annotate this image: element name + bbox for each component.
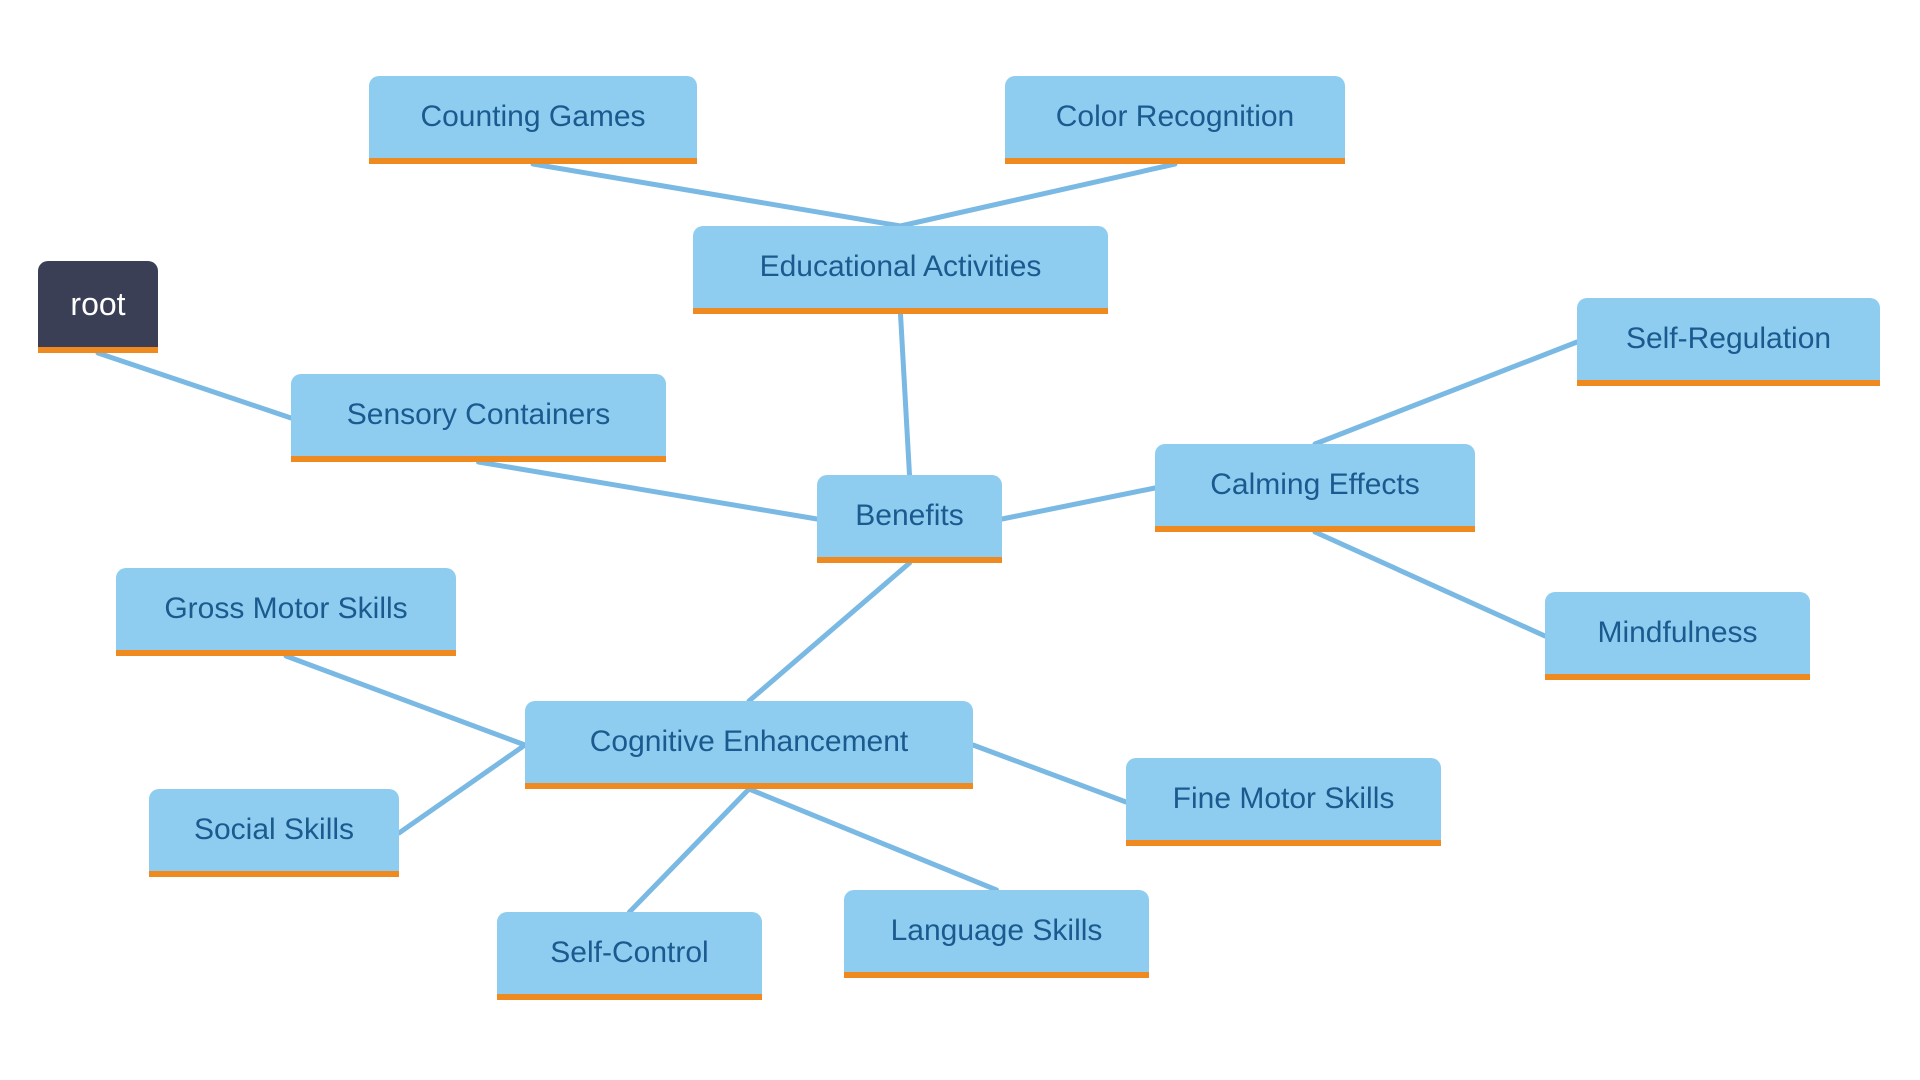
- node-gross: Gross Motor Skills: [116, 568, 456, 656]
- node-calming: Calming Effects: [1155, 444, 1475, 532]
- node-color: Color Recognition: [1005, 76, 1345, 164]
- edge-root-sensory: [98, 353, 291, 418]
- node-label: root: [70, 286, 125, 323]
- node-label: Cognitive Enhancement: [590, 725, 909, 759]
- edge-cog-selfctrl: [630, 789, 750, 912]
- node-label: Language Skills: [891, 914, 1103, 948]
- edge-cog-lang: [749, 789, 997, 890]
- edge-sensory-benefits: [479, 462, 818, 519]
- node-label: Self-Regulation: [1626, 322, 1831, 356]
- node-label: Benefits: [855, 499, 963, 533]
- node-sensory: Sensory Containers: [291, 374, 666, 462]
- mindmap-canvas: root Sensory Containers Benefits Educationa…: [0, 0, 1920, 1080]
- edge-cog-gross: [286, 656, 525, 745]
- node-label: Educational Activities: [760, 250, 1042, 284]
- edge-benefits-cog: [749, 563, 910, 701]
- edge-benefits-calming: [1002, 488, 1155, 519]
- node-edu: Educational Activities: [693, 226, 1108, 314]
- node-label: Gross Motor Skills: [164, 592, 407, 626]
- node-label: Social Skills: [194, 813, 354, 847]
- node-benefits: Benefits: [817, 475, 1002, 563]
- node-label: Counting Games: [420, 100, 645, 134]
- node-label: Self-Control: [550, 936, 708, 970]
- edge-benefits-edu: [901, 314, 910, 475]
- node-selfreg: Self-Regulation: [1577, 298, 1880, 386]
- node-lang: Language Skills: [844, 890, 1149, 978]
- node-label: Color Recognition: [1056, 100, 1294, 134]
- node-label: Calming Effects: [1210, 468, 1420, 502]
- node-selfctrl: Self-Control: [497, 912, 762, 1000]
- edge-cog-social: [399, 745, 525, 833]
- node-root: root: [38, 261, 158, 353]
- edge-edu-color: [901, 164, 1176, 226]
- edge-cog-fine: [973, 745, 1126, 802]
- node-mindful: Mindfulness: [1545, 592, 1810, 680]
- edge-edu-counting: [533, 164, 901, 226]
- node-label: Mindfulness: [1597, 616, 1757, 650]
- edge-calming-mindful: [1315, 532, 1545, 636]
- node-cog: Cognitive Enhancement: [525, 701, 973, 789]
- node-social: Social Skills: [149, 789, 399, 877]
- node-label: Sensory Containers: [347, 398, 610, 432]
- node-label: Fine Motor Skills: [1173, 782, 1395, 816]
- edge-calming-selfreg: [1315, 342, 1577, 444]
- node-counting: Counting Games: [369, 76, 697, 164]
- node-fine: Fine Motor Skills: [1126, 758, 1441, 846]
